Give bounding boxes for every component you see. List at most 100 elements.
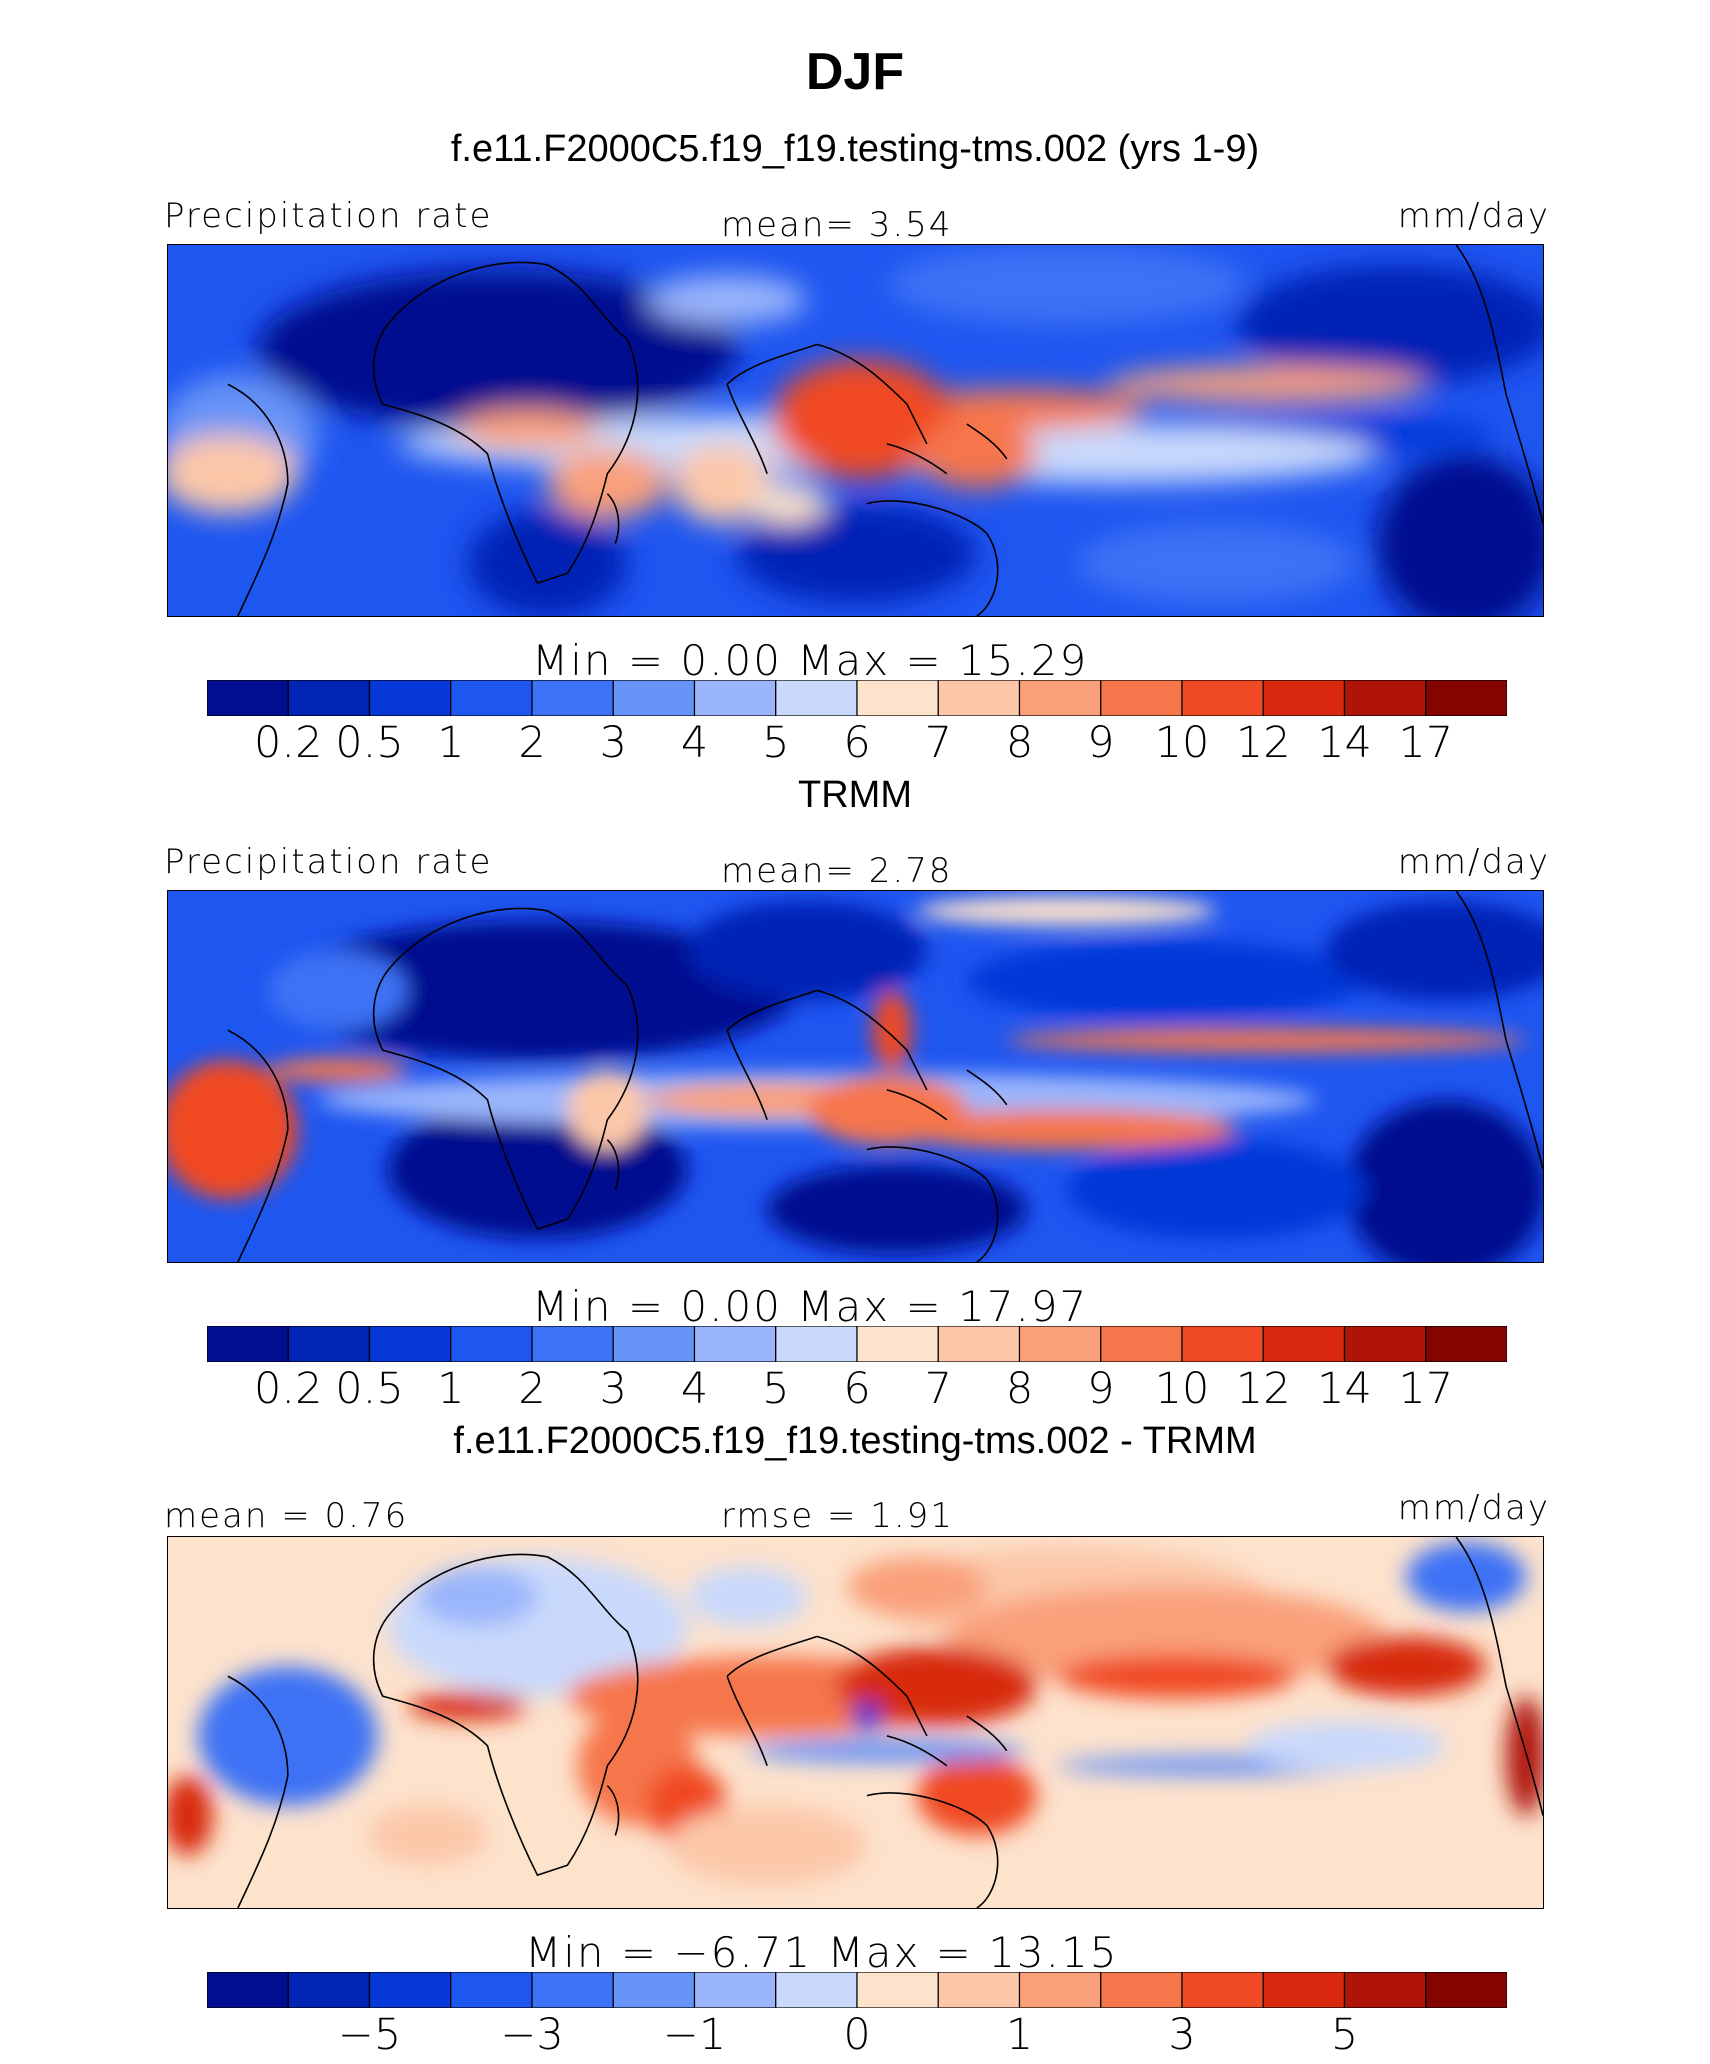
panel-3-colorbar bbox=[207, 1972, 1507, 2008]
colorbar-3-cell-3 bbox=[368, 1972, 452, 2008]
colorbar-1-tick-label: 10 bbox=[1154, 718, 1210, 768]
colorbar-1-cell-10 bbox=[937, 680, 1021, 716]
colorbar-1-cell-5 bbox=[531, 680, 614, 716]
colorbar-3-cell-10 bbox=[937, 1972, 1021, 2008]
colorbar-2-cell-13 bbox=[1181, 1326, 1264, 1362]
colorbar-2-tick-label: 5 bbox=[762, 1364, 790, 1414]
panel-3-minmax: Min = −6.71 Max = 13.15 bbox=[525, 1928, 1119, 1977]
panel-1-variable-label: Precipitation rate bbox=[164, 196, 493, 236]
colorbar-3-cell-5 bbox=[531, 1972, 614, 2008]
colorbar-2-tick-label: 0.2 bbox=[254, 1364, 323, 1414]
colorbar-3-tick-label: −3 bbox=[500, 2010, 564, 2060]
colorbar-3-cell-11 bbox=[1018, 1972, 1102, 2008]
colorbar-1-cell-16 bbox=[1425, 680, 1507, 716]
colorbar-3-tick-label: 3 bbox=[1168, 2010, 1196, 2060]
panel-2-minmax: Min = 0.00 Max = 17.97 bbox=[532, 1282, 1089, 1331]
colorbar-3-cell-13 bbox=[1181, 1972, 1264, 2008]
colorbar-1-cell-12 bbox=[1100, 680, 1183, 716]
panel-3-units-label: mm/day bbox=[1397, 1488, 1550, 1528]
colorbar-3-cell-6 bbox=[612, 1972, 696, 2008]
colorbar-3-cell-15 bbox=[1343, 1972, 1427, 2008]
colorbar-2-cell-5 bbox=[531, 1326, 614, 1362]
colorbar-1-cell-4 bbox=[450, 680, 533, 716]
colorbar-3-tick-label: 5 bbox=[1330, 2010, 1359, 2060]
colorbar-3-tick-label: 0 bbox=[843, 2010, 871, 2060]
colorbar-2-tick-label: 17 bbox=[1398, 1364, 1454, 1414]
colorbar-1-cell-7 bbox=[693, 680, 777, 716]
colorbar-3-cell-12 bbox=[1100, 1972, 1183, 2008]
colorbar-2-tick-label: 12 bbox=[1235, 1364, 1291, 1414]
colorbar-2-cell-3 bbox=[368, 1326, 452, 1362]
colorbar-2-cell-14 bbox=[1262, 1326, 1346, 1362]
panel-2-mean-label: mean= 2.78 bbox=[721, 851, 953, 891]
colorbar-2-cell-1 bbox=[207, 1326, 289, 1362]
colorbar-2-tick-label: 0.5 bbox=[335, 1364, 404, 1414]
colorbar-1-cell-8 bbox=[775, 680, 858, 716]
colorbar-1-tick-label: 14 bbox=[1317, 718, 1372, 768]
figure-title: DJF bbox=[805, 43, 905, 101]
colorbar-2-tick-label: 14 bbox=[1317, 1364, 1372, 1414]
colorbar-1-tick-label: 2 bbox=[518, 718, 546, 768]
colorbar-3-cell-1 bbox=[207, 1972, 289, 2008]
panel-1-precip-map bbox=[167, 244, 1544, 617]
colorbar-1-tick-label: 7 bbox=[924, 718, 952, 768]
colorbar-2-cell-11 bbox=[1018, 1326, 1102, 1362]
colorbar-1-cell-2 bbox=[287, 680, 371, 716]
colorbar-2-cell-10 bbox=[937, 1326, 1021, 1362]
colorbar-2-cell-2 bbox=[287, 1326, 371, 1362]
colorbar-1-tick-label: 12 bbox=[1235, 718, 1291, 768]
colorbar-3-tick-label: −5 bbox=[337, 2010, 402, 2060]
colorbar-1-tick-label: 6 bbox=[843, 718, 871, 768]
colorbar-3-cell-4 bbox=[450, 1972, 533, 2008]
colorbar-2-tick-label: 2 bbox=[518, 1364, 546, 1414]
colorbar-1-tick-label: 1 bbox=[437, 718, 465, 768]
colorbar-3-cell-16 bbox=[1425, 1972, 1507, 2008]
colorbar-3-cell-14 bbox=[1262, 1972, 1346, 2008]
colorbar-3-cell-8 bbox=[775, 1972, 858, 2008]
colorbar-2-cell-4 bbox=[450, 1326, 533, 1362]
colorbar-1-cell-11 bbox=[1018, 680, 1102, 716]
colorbar-2-tick-label: 8 bbox=[1005, 1364, 1034, 1414]
colorbar-1-cell-6 bbox=[612, 680, 696, 716]
colorbar-1-tick-label: 8 bbox=[1005, 718, 1034, 768]
panel-2-units-label: mm/day bbox=[1397, 842, 1550, 882]
colorbar-1-cell-13 bbox=[1181, 680, 1264, 716]
panel-3-title: f.e11.F2000C5.f19_f19.testing-tms.002 - … bbox=[453, 1420, 1257, 1462]
colorbar-2-cell-12 bbox=[1100, 1326, 1183, 1362]
colorbar-3-cell-9 bbox=[856, 1972, 939, 2008]
colorbar-2-cell-7 bbox=[693, 1326, 777, 1362]
colorbar-1-tick-label: 0.2 bbox=[254, 718, 323, 768]
colorbar-1-tick-label: 3 bbox=[599, 718, 627, 768]
panel-2-variable-label: Precipitation rate bbox=[164, 842, 493, 882]
panel-1-title: f.e11.F2000C5.f19_f19.testing-tms.002 (y… bbox=[450, 128, 1260, 170]
colorbar-1-cell-14 bbox=[1262, 680, 1346, 716]
panel-1-units-label: mm/day bbox=[1397, 196, 1550, 236]
colorbar-2-tick-label: 4 bbox=[680, 1364, 709, 1414]
colorbar-2-tick-label: 9 bbox=[1087, 1364, 1115, 1414]
colorbar-3-tick-label: 1 bbox=[1005, 2010, 1034, 2060]
colorbar-1-cell-9 bbox=[856, 680, 939, 716]
colorbar-2-cell-9 bbox=[856, 1326, 939, 1362]
colorbar-2-tick-label: 10 bbox=[1154, 1364, 1210, 1414]
colorbar-2-cell-6 bbox=[612, 1326, 696, 1362]
colorbar-2-tick-label: 7 bbox=[924, 1364, 952, 1414]
colorbar-2-cell-16 bbox=[1425, 1326, 1507, 1362]
panel-3-difference-map bbox=[167, 1536, 1544, 1909]
panel-1-minmax: Min = 0.00 Max = 15.29 bbox=[532, 636, 1089, 685]
colorbar-2-cell-8 bbox=[775, 1326, 858, 1362]
colorbar-1-cell-1 bbox=[207, 680, 289, 716]
colorbar-3-tick-label: −1 bbox=[662, 2010, 727, 2060]
panel-2-precip-map bbox=[167, 890, 1544, 1263]
panel-2-title: TRMM bbox=[798, 774, 912, 816]
panel-3-rmse-label: rmse = 1.91 bbox=[721, 1496, 954, 1536]
panel-3-mean-label: mean = 0.76 bbox=[164, 1496, 409, 1536]
colorbar-2-cell-15 bbox=[1343, 1326, 1427, 1362]
colorbar-2-tick-label: 6 bbox=[843, 1364, 871, 1414]
panel-2-colorbar bbox=[207, 1326, 1507, 1362]
colorbar-1-cell-3 bbox=[368, 680, 452, 716]
colorbar-1-tick-label: 0.5 bbox=[335, 718, 404, 768]
colorbar-2-tick-label: 1 bbox=[437, 1364, 465, 1414]
colorbar-1-tick-label: 4 bbox=[680, 718, 709, 768]
panel-1-mean-label: mean= 3.54 bbox=[721, 205, 953, 245]
colorbar-1-tick-label: 9 bbox=[1087, 718, 1115, 768]
